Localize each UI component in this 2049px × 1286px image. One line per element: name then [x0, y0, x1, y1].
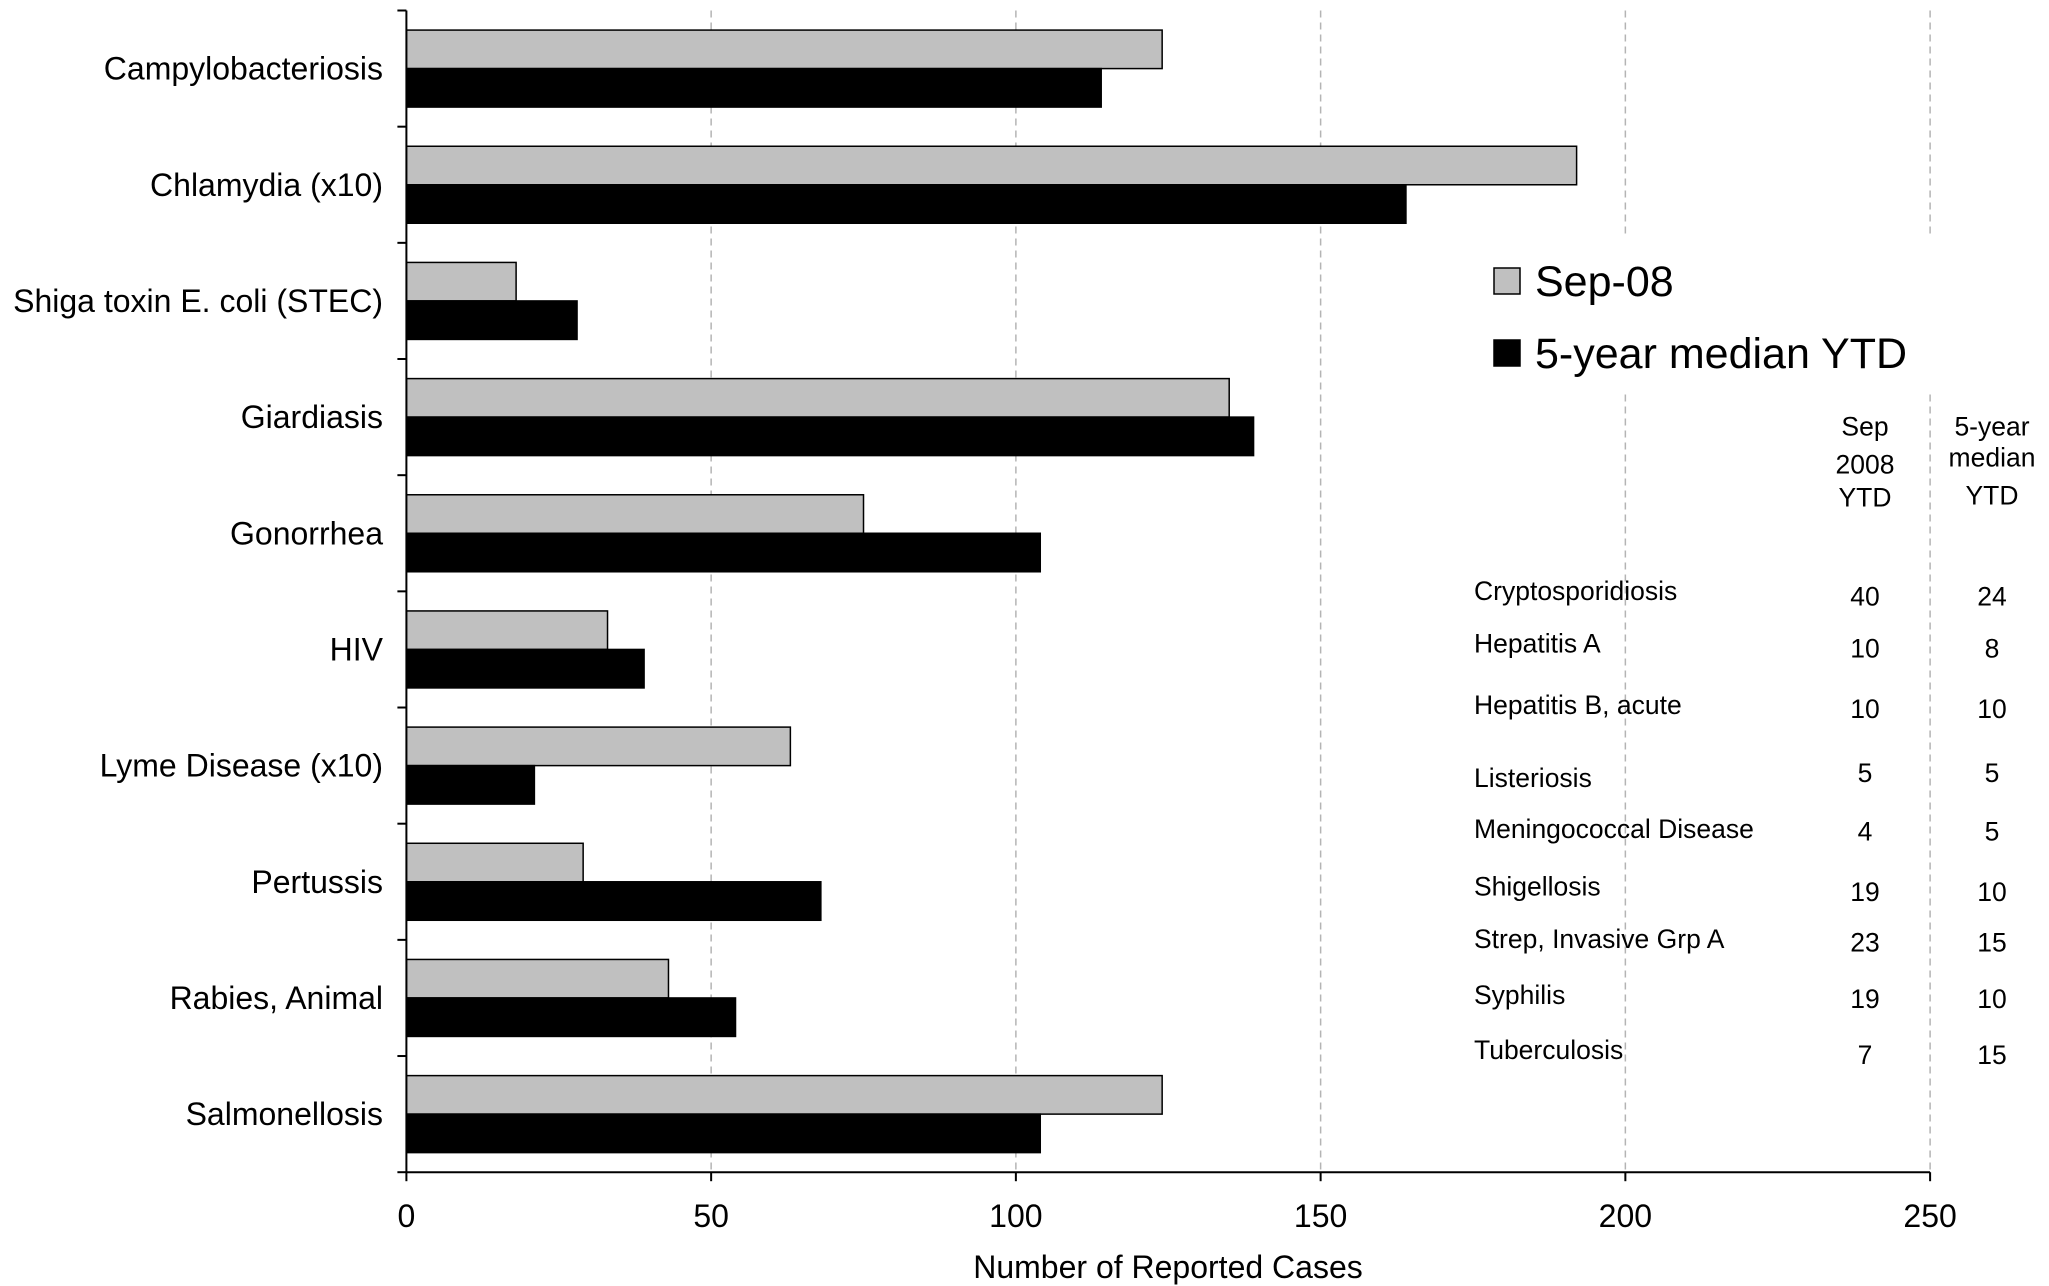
bar-sep-08: [405, 377, 1230, 418]
x-tick-label: 200: [1599, 1198, 1652, 1234]
bar-sep-08: [405, 958, 670, 999]
category-label: Campylobacteriosis: [104, 51, 383, 87]
table-cell: 5: [1985, 817, 2000, 847]
table-column-header: median: [1949, 443, 2036, 473]
x-tick-label: 0: [398, 1198, 416, 1234]
bar-sep-08: [405, 842, 584, 883]
category-label: Giardiasis: [241, 399, 383, 435]
bar-sep-08: [405, 494, 865, 535]
ytd-table: Sep2008YTD5-yearmedianYTDCryptosporidios…: [1474, 412, 2035, 1071]
table-column-header: YTD: [1966, 481, 2019, 511]
x-tick-label: 250: [1903, 1198, 1956, 1234]
legend-label-sep-08: Sep-08: [1535, 258, 1674, 306]
table-row-label: Meningococcal Disease: [1474, 814, 1754, 844]
table-cell: 24: [1977, 581, 2006, 611]
table-cell: 19: [1850, 877, 1879, 907]
table-cell: 10: [1850, 694, 1879, 724]
table-row-label: Strep, Invasive Grp A: [1474, 924, 1725, 954]
table-row-label: Listeriosis: [1474, 763, 1592, 793]
bar-sep-08: [405, 726, 792, 767]
bar-5-year-median: [405, 532, 1042, 573]
bar-5-year-median: [405, 416, 1255, 457]
table-cell: 8: [1985, 634, 2000, 664]
table-column-header: 2008: [1836, 450, 1895, 480]
table-cell: 15: [1977, 1040, 2006, 1070]
axis-labels: 0 50 100 150 200 250 Campylobacteriosis Chlamyd…: [13, 51, 1957, 1234]
bar-5-year-median: [405, 764, 536, 805]
bar-5-year-median: [405, 300, 578, 341]
table-cell: 10: [1977, 877, 2006, 907]
bar-sep-08: [405, 145, 1578, 186]
table-cell: 10: [1850, 634, 1879, 664]
table-cell: 10: [1977, 694, 2006, 724]
table-cell: 5: [1985, 758, 2000, 788]
bar-5-year-median: [405, 881, 822, 922]
x-tick-label: 100: [989, 1198, 1042, 1234]
category-label: Gonorrhea: [230, 515, 383, 551]
table-cell: 23: [1850, 928, 1879, 958]
table-cell: 5: [1858, 758, 1873, 788]
bar-5-year-median: [405, 1113, 1042, 1154]
category-label: Salmonellosis: [186, 1096, 383, 1132]
legend-swatch-5-year-median: [1493, 339, 1521, 367]
x-axis-title: Number of Reported Cases: [973, 1249, 1363, 1285]
table-cell: 7: [1858, 1040, 1873, 1070]
table-column-header: 5-year: [1954, 412, 2029, 442]
category-label: Lyme Disease (x10): [100, 748, 383, 784]
legend-background: [1470, 236, 1946, 392]
bar-5-year-median: [405, 184, 1407, 225]
table-row-label: Hepatitis B, acute: [1474, 690, 1682, 720]
bars: [405, 29, 1578, 1154]
table-row-label: Hepatitis A: [1474, 629, 1601, 659]
legend-label-5-year-median: 5-year median YTD: [1535, 330, 1907, 378]
bar-sep-08: [405, 261, 517, 302]
table-cell: 10: [1977, 984, 2006, 1014]
category-label: Rabies, Animal: [170, 980, 383, 1016]
bar-sep-08: [405, 29, 1163, 70]
x-tick-label: 150: [1294, 1198, 1347, 1234]
legend: Sep-08 5-year median YTD: [1470, 236, 1946, 392]
table-row-label: Shigellosis: [1474, 872, 1601, 902]
category-label: Shiga toxin E. coli (STEC): [13, 283, 383, 319]
table-cell: 15: [1977, 928, 2006, 958]
category-label: Pertussis: [251, 864, 383, 900]
bar-5-year-median: [405, 67, 1102, 108]
bar-5-year-median: [405, 648, 645, 689]
table-row-label: Cryptosporidiosis: [1474, 576, 1677, 606]
category-label: Chlamydia (x10): [150, 167, 383, 203]
axes: [397, 9, 1932, 1182]
table-column-header: YTD: [1839, 483, 1892, 513]
table-row-label: Syphilis: [1474, 980, 1565, 1010]
bar-sep-08: [405, 610, 609, 651]
table-row-label: Tuberculosis: [1474, 1035, 1623, 1065]
bar-5-year-median: [405, 997, 737, 1038]
category-label: HIV: [330, 631, 384, 667]
x-tick-label: 50: [693, 1198, 729, 1234]
legend-swatch-sep-08: [1493, 267, 1521, 295]
table-cell: 19: [1850, 984, 1879, 1014]
table-column-header: Sep: [1841, 412, 1888, 442]
table-cell: 40: [1850, 581, 1879, 611]
table-cell: 4: [1858, 817, 1873, 847]
bar-sep-08: [405, 1074, 1163, 1115]
